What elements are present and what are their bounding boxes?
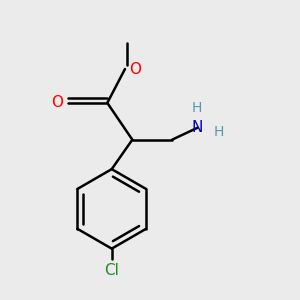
Text: O: O	[129, 61, 141, 76]
Text: H: H	[213, 125, 224, 139]
Text: N: N	[191, 120, 203, 135]
Text: Cl: Cl	[104, 263, 119, 278]
Text: O: O	[51, 95, 63, 110]
Text: H: H	[192, 101, 202, 115]
